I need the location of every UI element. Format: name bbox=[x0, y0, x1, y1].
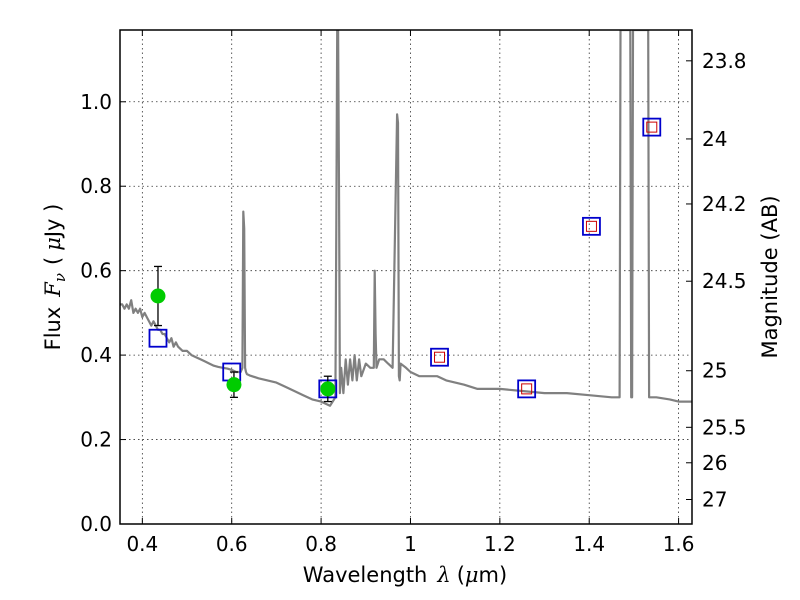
y-tick-label: 0.0 bbox=[80, 512, 112, 536]
y-axis-label-text: Flux bbox=[41, 307, 65, 351]
y-axis-label-unit-rest: Jy ) bbox=[41, 204, 65, 240]
y-axis-label-symbol: F bbox=[41, 281, 65, 298]
axis-ticks: 0.4 0.6 0.8 1 1.2 1.4 1.6 0.0 0.2 0.4 0.6 0.8 1.0 23.… bbox=[80, 30, 747, 556]
observed-photometry-point bbox=[320, 381, 336, 397]
y-tick-label: 0.6 bbox=[80, 259, 112, 283]
model-photometry-square bbox=[430, 347, 449, 367]
model-photometry-square bbox=[517, 379, 537, 399]
y2-tick-label: 24.5 bbox=[702, 269, 747, 293]
upper-limit-square bbox=[521, 383, 533, 395]
y-axis-label-unit-open: ( bbox=[41, 257, 65, 265]
y-axis-label-subscript: ν bbox=[51, 273, 69, 282]
y-tick-label: 0.4 bbox=[80, 343, 112, 367]
model-sed-line bbox=[120, 30, 692, 407]
y2-tick-label: 25.5 bbox=[702, 415, 747, 439]
grid-lines bbox=[120, 30, 692, 525]
secondary-y-axis-label: Magnitude (AB) bbox=[758, 195, 782, 358]
x-axis-label-unit-rest: m) bbox=[479, 563, 508, 587]
x-tick-label: 0.8 bbox=[305, 532, 337, 556]
x-axis-label-symbol: λ bbox=[436, 563, 450, 587]
x-tick-label: 0.4 bbox=[126, 532, 158, 556]
x-tick-label: 1.2 bbox=[484, 532, 516, 556]
x-axis-label-unit-open: ( bbox=[457, 563, 465, 587]
model-photometry-square bbox=[642, 117, 662, 137]
x-tick-label: 1.6 bbox=[663, 532, 695, 556]
x-axis-label-text: Wavelength bbox=[303, 563, 428, 587]
x-tick-label: 1.4 bbox=[573, 532, 605, 556]
y2-tick-label: 24.2 bbox=[702, 192, 747, 216]
upper-limit-square bbox=[434, 351, 446, 363]
y-tick-label: 0.8 bbox=[80, 174, 112, 198]
y-axis-label: Flux Fν ( μJy ) bbox=[41, 204, 69, 351]
observed-photometry-point bbox=[226, 377, 242, 393]
y-tick-label: 1.0 bbox=[80, 90, 112, 114]
x-axis-label-unit-mu: μ bbox=[465, 563, 479, 587]
upper-limit-square bbox=[585, 220, 597, 232]
y2-tick-label: 24 bbox=[702, 127, 727, 151]
model-photometry-square bbox=[582, 216, 601, 236]
y2-tick-label: 23.8 bbox=[702, 49, 747, 73]
y-axis-label-unit-mu: μ bbox=[41, 237, 65, 251]
y2-tick-label: 25 bbox=[702, 359, 727, 383]
observed-photometry-point bbox=[150, 288, 166, 304]
data-series bbox=[120, 30, 692, 407]
model-photometry-square bbox=[148, 328, 168, 348]
y-tick-label: 0.2 bbox=[80, 428, 112, 452]
x-axis-label: Wavelength λ (μm) bbox=[303, 563, 507, 587]
y2-tick-label: 27 bbox=[702, 488, 727, 512]
y2-tick-label: 26 bbox=[702, 451, 727, 475]
x-tick-label: 1 bbox=[404, 532, 417, 556]
plot-frame bbox=[119, 29, 693, 525]
x-tick-label: 0.6 bbox=[216, 532, 248, 556]
upper-limit-square bbox=[646, 121, 658, 133]
